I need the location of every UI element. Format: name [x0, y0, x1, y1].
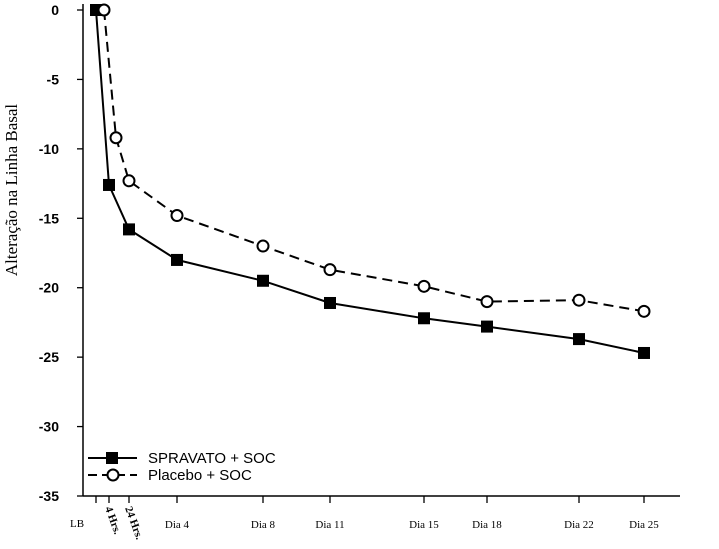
- data-point-square: [481, 320, 493, 333]
- y-tick-label: -10: [39, 141, 59, 157]
- series-line: [95, 9, 645, 354]
- series-2: [97, 3, 651, 318]
- x-tick-label: Dia 4: [165, 519, 190, 531]
- data-point-square: [418, 312, 430, 325]
- y-tick-label: -5: [47, 71, 60, 87]
- y-tick-label: 0: [51, 2, 59, 18]
- x-tick-label: 4 Hrs.: [102, 505, 123, 536]
- legend-marker-square: [106, 452, 118, 464]
- legend-label: Placebo + SOC: [148, 467, 252, 484]
- data-point-circle: [572, 293, 586, 307]
- x-tick-label: Dia 22: [564, 519, 594, 531]
- data-point-circle: [417, 279, 431, 293]
- data-point-square: [171, 253, 183, 266]
- legend-label: SPRAVATO + SOC: [148, 450, 276, 467]
- data-point-square: [324, 296, 336, 309]
- data-point-circle: [122, 174, 136, 188]
- legend-marker-circle: [106, 468, 120, 482]
- x-tick-label: 24 Hrs.: [122, 505, 145, 541]
- x-tick-label: LB: [70, 518, 84, 530]
- data-point-circle: [170, 209, 184, 223]
- data-point-square: [638, 346, 650, 359]
- data-point-square: [123, 223, 135, 236]
- y-axis-ticks: 0 -5 -10 -15 -20 -25 -30 -35: [39, 2, 83, 504]
- data-point-square: [103, 178, 115, 191]
- y-tick-label: -15: [39, 210, 59, 226]
- series-line: [103, 9, 645, 313]
- data-point-circle: [480, 295, 494, 309]
- series-layer: [90, 3, 651, 359]
- data-point-square: [257, 274, 269, 287]
- series-1: [90, 4, 650, 359]
- data-point-circle: [637, 304, 651, 318]
- legend-item-2: Placebo + SOC: [88, 467, 252, 484]
- chart-axes: [82, 4, 680, 497]
- data-point-circle: [109, 131, 123, 145]
- y-tick-label: -35: [39, 488, 59, 504]
- x-axis-ticks: LB 4 Hrs.24 Hrs. Dia 4 Dia 8 Dia 11 Dia 15 Dia…: [70, 496, 659, 541]
- x-tick-label: Dia 15: [409, 519, 439, 531]
- legend-item-1: SPRAVATO + SOC: [88, 450, 276, 467]
- data-point-square: [573, 333, 585, 346]
- data-point-circle: [323, 263, 337, 277]
- y-tick-label: -25: [39, 349, 59, 365]
- x-tick-label: Dia 11: [315, 519, 344, 531]
- y-tick-label: -30: [39, 419, 59, 435]
- data-point-circle: [256, 239, 270, 253]
- data-point-circle: [97, 3, 111, 17]
- x-tick-label: Dia 18: [472, 519, 502, 531]
- y-axis-label: Alteração na Linha Basal: [2, 104, 21, 277]
- x-tick-label: Dia 25: [629, 519, 659, 531]
- x-tick-label: Dia 8: [251, 519, 276, 531]
- y-tick-label: -20: [39, 280, 59, 296]
